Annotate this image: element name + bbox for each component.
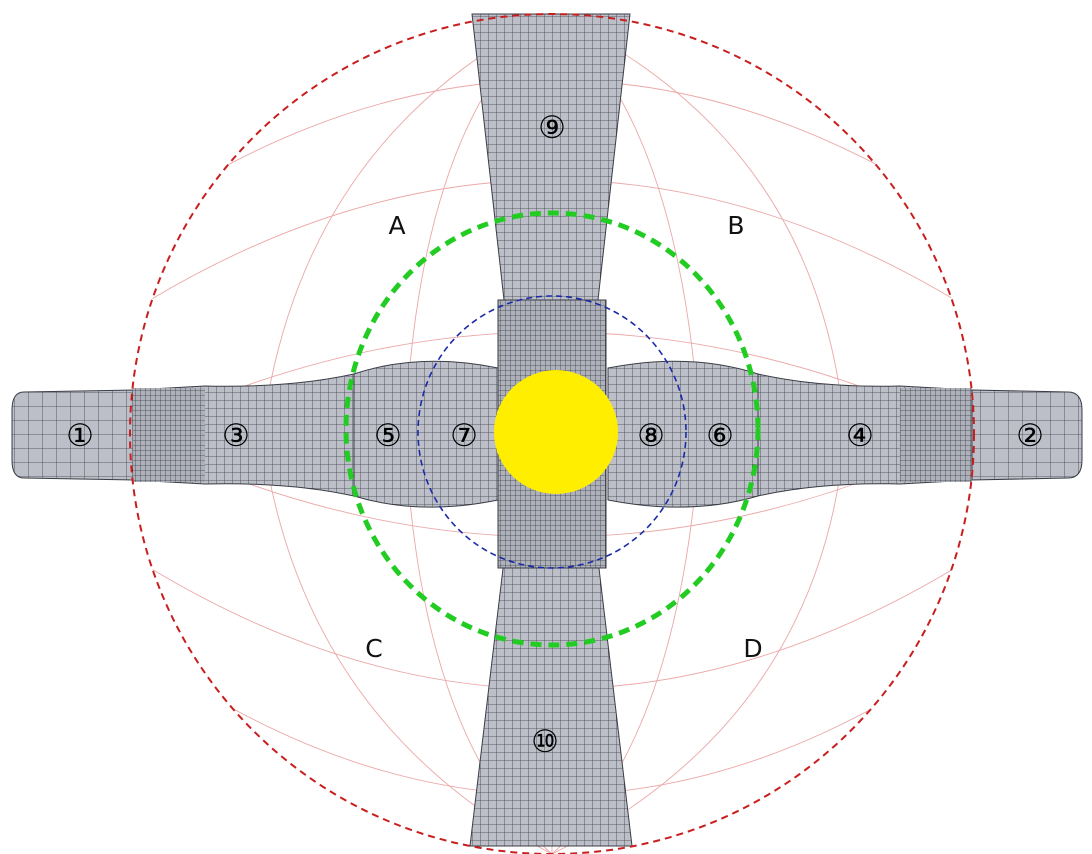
block-label-1: ① xyxy=(66,418,94,454)
block-label-4: ④ xyxy=(846,418,874,454)
mesh-vertical-arm xyxy=(469,13,633,847)
mesh-block-4-dense-band xyxy=(900,388,972,482)
outer-boundary-circle xyxy=(129,13,975,854)
block-label-10: ⑩ xyxy=(531,724,559,760)
zone-label-b: B xyxy=(727,211,744,240)
block-label-7: ⑦ xyxy=(450,418,478,454)
block-label-6: ⑥ xyxy=(706,418,734,454)
mesh-block-8-6-shape xyxy=(607,360,759,508)
block-label-5: ⑤ xyxy=(374,418,402,454)
mesh-horizontal-arm xyxy=(11,360,1083,508)
middle-boundary-circle xyxy=(343,210,761,648)
block-label-3: ③ xyxy=(222,418,250,454)
mesh-block-3-dense-band xyxy=(133,388,205,482)
zone-label-d: D xyxy=(743,634,762,663)
block-label-2: ② xyxy=(1016,418,1044,454)
mesh-block-2-shape xyxy=(971,389,1083,481)
block-label-8: ⑧ xyxy=(637,418,665,454)
zone-label-a: A xyxy=(388,211,405,240)
inner-boundary-circle xyxy=(417,295,687,569)
core-circle xyxy=(494,370,618,494)
block-label-9: ⑨ xyxy=(538,110,566,146)
zone-label-c: C xyxy=(365,634,382,663)
mesh-block-1-shape xyxy=(11,389,134,481)
